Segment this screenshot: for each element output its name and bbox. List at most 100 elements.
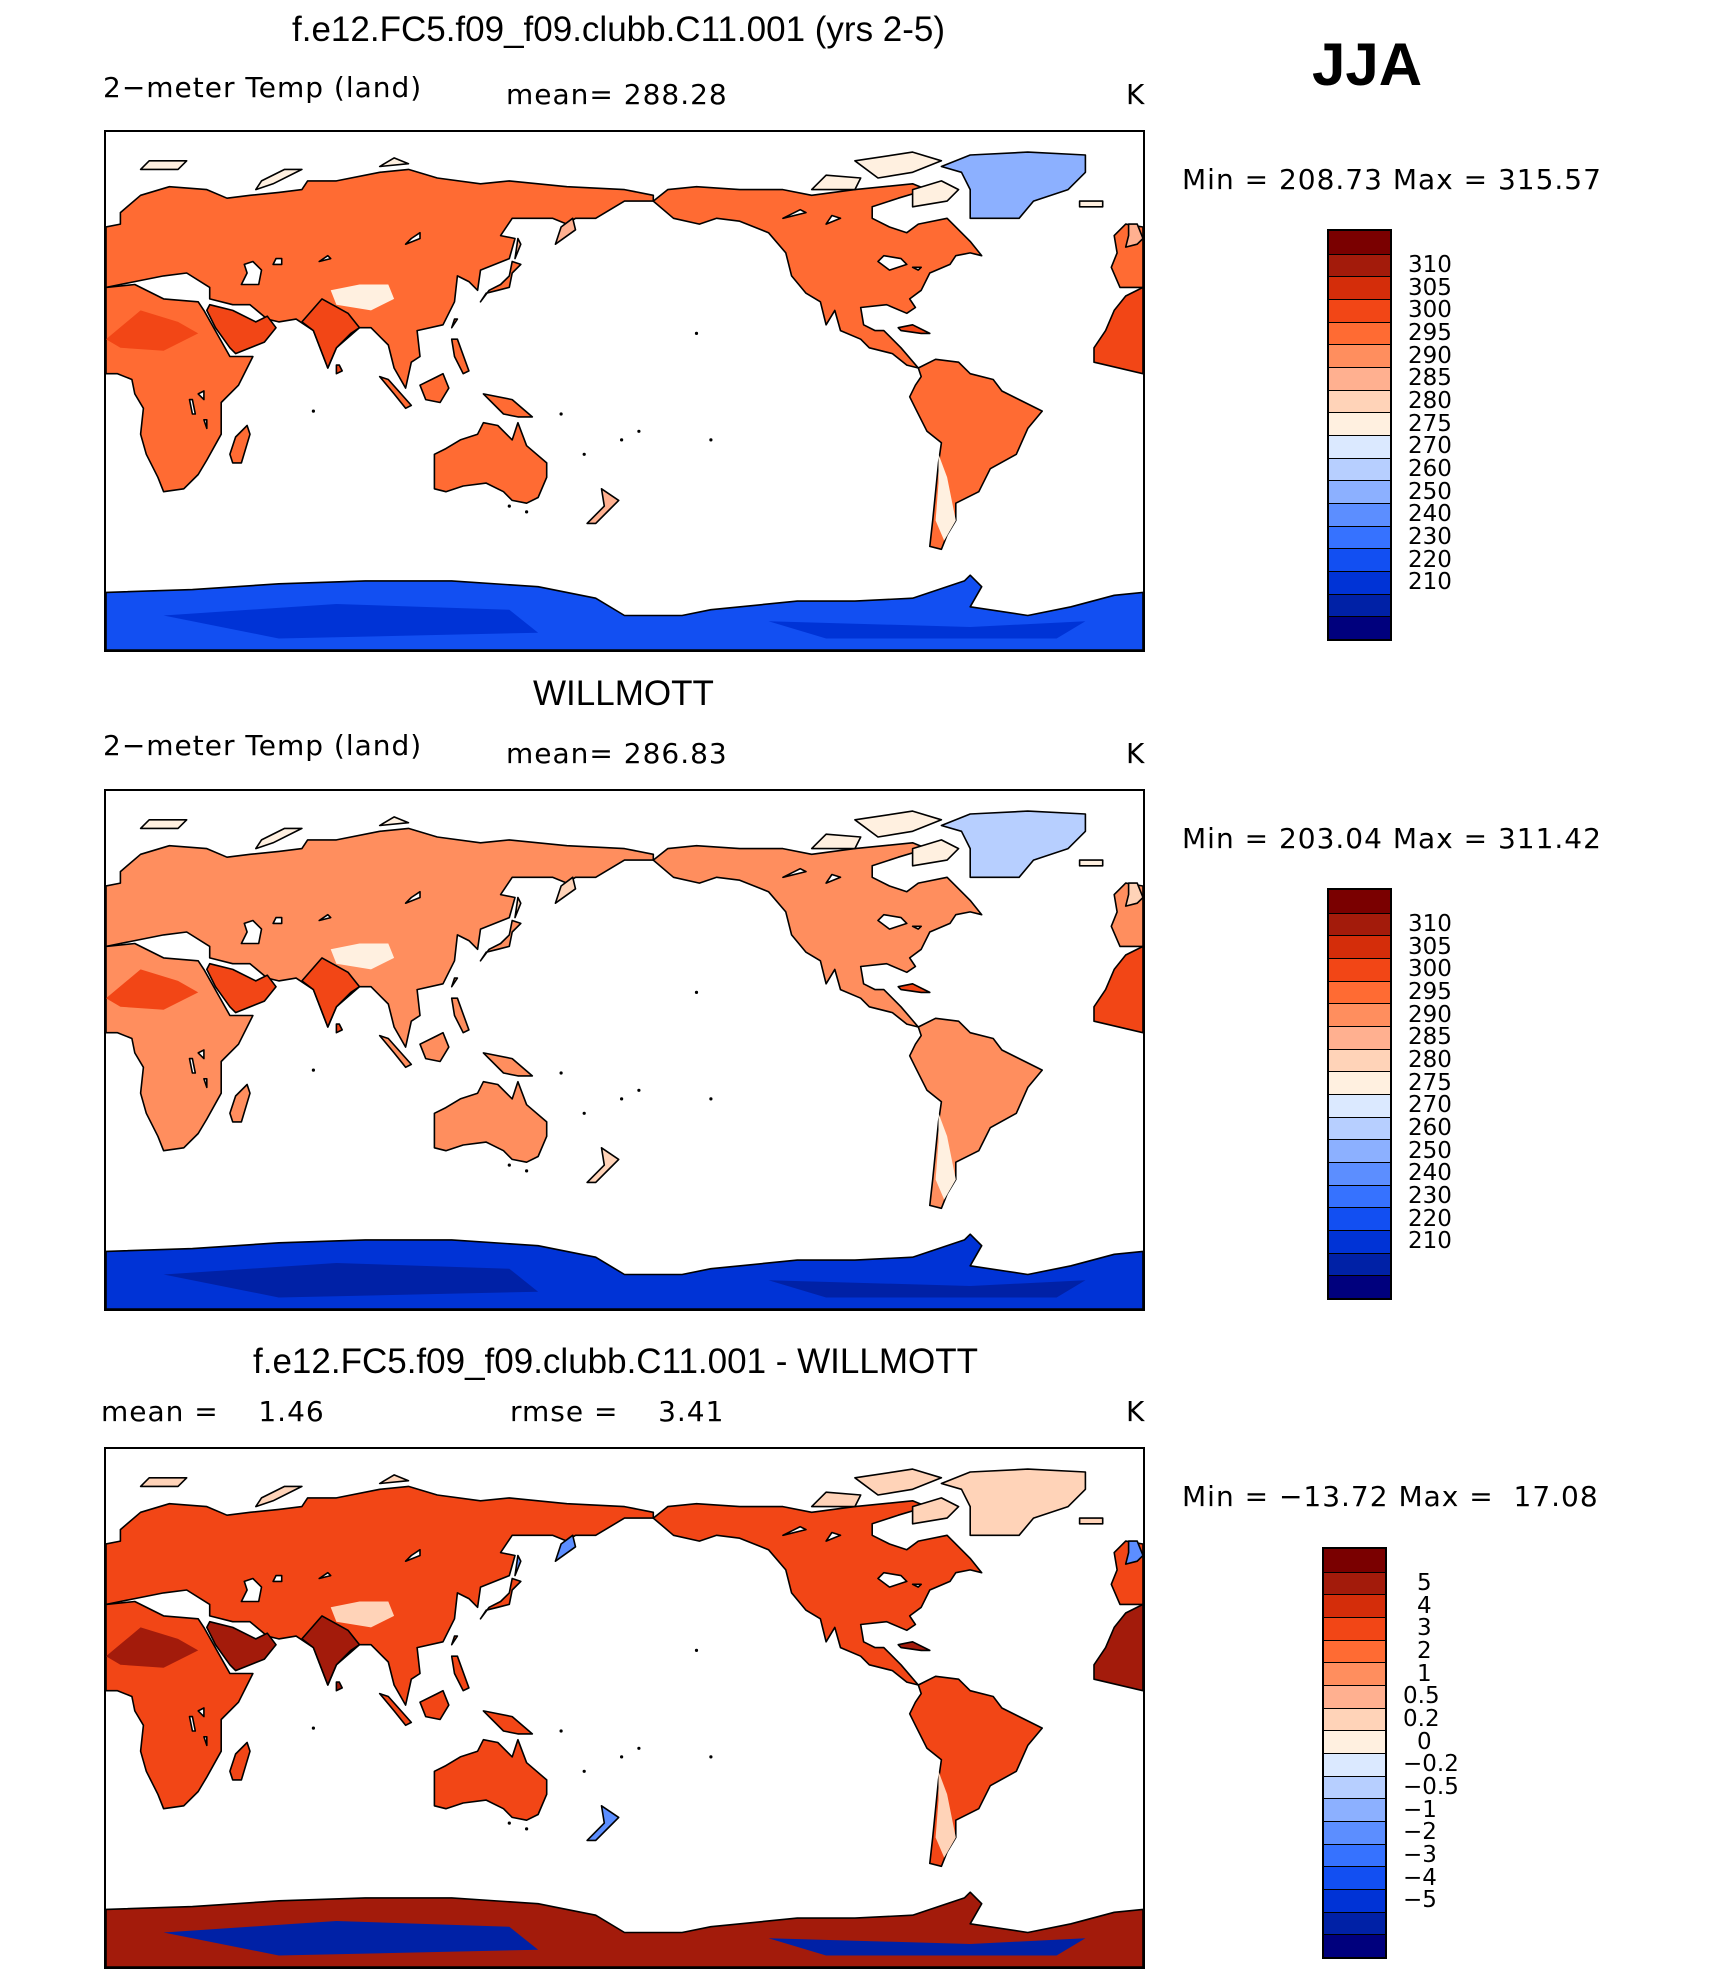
island-dot: [507, 504, 511, 508]
colorbar-tick-label: 240: [1408, 501, 1452, 528]
land-shape: [768, 1938, 1086, 1956]
land-shape: [940, 151, 1087, 220]
colorbar-tick-label: 305: [1408, 274, 1452, 301]
panel-3-units: K: [1126, 1395, 1146, 1428]
colorbar-tick-label: 310: [1408, 252, 1452, 278]
island-dot: [620, 1755, 624, 1759]
land-shape: [554, 217, 577, 245]
land-shape: [197, 390, 205, 401]
island-dot: [709, 1755, 713, 1759]
colorbar-segment: [1329, 1048, 1390, 1072]
land-shape: [825, 214, 842, 225]
land-shape: [378, 1034, 413, 1069]
land-shape: [854, 1468, 943, 1496]
land-shape: [419, 1689, 450, 1721]
land-shape: [768, 1280, 1086, 1298]
land-shape: [1078, 1517, 1104, 1525]
colorbar-segment: [1329, 593, 1390, 617]
colorbar-segment: [1329, 412, 1390, 435]
island-dot: [559, 412, 563, 416]
colorbar-tick-label: 310: [1408, 911, 1452, 937]
land-shape: [188, 398, 197, 415]
land-shape: [106, 168, 655, 389]
panel-1-map: [104, 130, 1145, 652]
colorbar-segment: [1329, 503, 1390, 526]
land-shape: [586, 488, 620, 525]
colorbar-tick-label: −1: [1403, 1796, 1437, 1823]
colorbar-segment: [1329, 980, 1390, 1004]
land-shape: [301, 1615, 361, 1686]
panel-2-title: WILLMOTT: [533, 674, 714, 713]
land-shape: [825, 1531, 842, 1542]
colorbar-segment: [1329, 1094, 1390, 1117]
colorbar-tick-label: −0.5: [1403, 1774, 1459, 1800]
colorbar-tick-label: 285: [1408, 365, 1452, 392]
colorbar-segment: [1329, 253, 1390, 277]
colorbar-segment: [1324, 1707, 1385, 1731]
colorbar-segment: [1329, 1116, 1390, 1140]
land-shape: [450, 997, 470, 1034]
colorbar-segment: [1329, 1230, 1390, 1253]
land-shape: [433, 1080, 548, 1163]
colorbar-tick-label: 250: [1408, 1137, 1452, 1164]
island-dot: [311, 1726, 315, 1730]
colorbar-segment: [1329, 935, 1390, 958]
island-dot: [709, 438, 713, 442]
colorbar-segment: [1329, 571, 1390, 594]
colorbar-segment: [1329, 912, 1390, 936]
colorbar-tick-label: 260: [1408, 1115, 1452, 1141]
land-shape: [272, 916, 283, 925]
land-shape: [106, 969, 199, 1010]
land-shape: [203, 1736, 208, 1747]
colorbar-tick-label: 260: [1408, 456, 1452, 482]
colorbar-segment: [1329, 1275, 1390, 1298]
colorbar-segment: [1324, 1753, 1385, 1776]
colorbar-tick-label: 290: [1408, 342, 1452, 369]
land-shape: [318, 1571, 332, 1580]
colorbar-segment: [1329, 367, 1390, 390]
island-dot: [620, 1097, 624, 1101]
land-shape: [652, 183, 983, 369]
panel-1-units: K: [1126, 78, 1146, 111]
land-shape: [782, 1525, 807, 1537]
land-shape: [854, 151, 943, 179]
land-shape: [106, 1627, 199, 1668]
colorbar-segment: [1329, 1252, 1390, 1276]
colorbar-tick-label: 300: [1408, 297, 1452, 324]
land-shape: [908, 1017, 1043, 1210]
land-shape: [378, 816, 410, 827]
land-shape: [479, 260, 522, 303]
land-shape: [652, 1500, 983, 1686]
land-shape: [911, 1497, 960, 1525]
colorbar-tick-label: −5: [1403, 1887, 1437, 1914]
land-shape: [1124, 223, 1143, 248]
land-shape: [163, 1263, 539, 1298]
panel-1-colorbar: [1327, 229, 1392, 641]
land-shape: [877, 1571, 908, 1588]
colorbar-segment: [1329, 890, 1390, 913]
land-shape: [911, 1583, 922, 1588]
land-shape: [514, 237, 522, 260]
colorbar-segment: [1329, 1207, 1390, 1230]
land-shape: [1078, 859, 1104, 867]
colorbar-segment: [1329, 1026, 1390, 1049]
colorbar-segment: [1324, 1798, 1385, 1821]
panel-1-mean-label: mean= 288.28: [506, 78, 728, 111]
land-shape: [378, 1692, 413, 1727]
colorbar-tick-label: −2: [1403, 1819, 1437, 1846]
panel-2-colorbar: [1327, 888, 1392, 1300]
colorbar-segment: [1324, 1617, 1385, 1640]
colorbar-tick-label: 270: [1408, 433, 1452, 460]
land-shape: [139, 160, 188, 171]
colorbar-segment: [1324, 1889, 1385, 1912]
land-shape: [301, 298, 361, 369]
colorbar-tick-label: 0.2: [1403, 1706, 1440, 1732]
land-shape: [940, 1468, 1087, 1537]
land-shape: [825, 873, 842, 884]
colorbar-tick-label: 230: [1408, 524, 1452, 550]
land-shape: [1124, 882, 1143, 907]
island-dot: [637, 1746, 641, 1750]
land-shape: [935, 1771, 956, 1858]
map-canvas: [106, 810, 1143, 1309]
colorbar-tick-label: 1: [1417, 1660, 1432, 1687]
